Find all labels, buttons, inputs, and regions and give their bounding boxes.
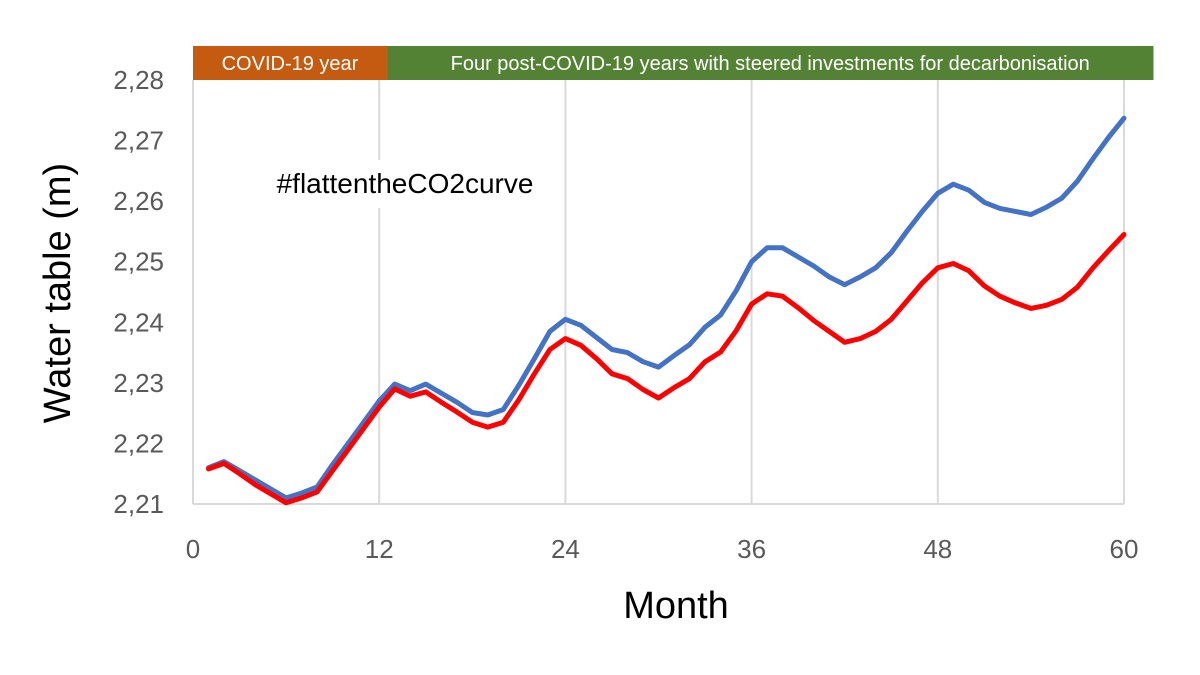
period-band-label-1: Four post-COVID-19 years with steered in…: [451, 53, 1090, 75]
period-band-1: [386, 46, 1154, 80]
x-tick-label-1: 12: [365, 534, 394, 564]
y-tick-label-1: 2,22: [113, 428, 164, 458]
x-tick-label-5: 60: [1110, 534, 1139, 564]
axes: [192, 80, 1124, 505]
period-band-0: [193, 46, 387, 80]
annotation-text: #flattentheCO2curve: [277, 168, 534, 199]
y-tick-label-5: 2,26: [113, 186, 164, 216]
y-tick-labels: 2,21 2,22 2,23 2,24 2,25 2,26 2,27 2,28: [113, 65, 164, 519]
x-tick-label-3: 36: [737, 534, 766, 564]
y-tick-label-3: 2,24: [113, 307, 164, 337]
series-line-1: [206, 232, 1127, 506]
gridlines: [378, 80, 1125, 504]
y-tick-label-0: 2,21: [113, 489, 164, 519]
annotation-box: [246, 160, 564, 208]
period-band-label-0: COVID-19 year: [222, 53, 359, 75]
series-lines: [206, 115, 1127, 506]
y-tick-label-2: 2,23: [113, 368, 164, 398]
x-axis-title: Month: [623, 585, 729, 627]
period-bands: COVID-19 year Four post-COVID-19 years wi…: [193, 46, 1154, 80]
y-axis-title: Water table (m): [37, 163, 79, 423]
y-tick-label-7: 2,28: [113, 65, 164, 95]
x-tick-label-0: 0: [186, 534, 200, 564]
y-tick-label-4: 2,25: [113, 247, 164, 277]
x-tick-label-4: 48: [923, 534, 952, 564]
x-tick-labels: 0 12 24 36 48 60: [186, 534, 1139, 564]
y-tick-label-6: 2,27: [113, 126, 164, 156]
x-tick-label-2: 24: [551, 534, 580, 564]
series-line-0: [206, 115, 1127, 501]
